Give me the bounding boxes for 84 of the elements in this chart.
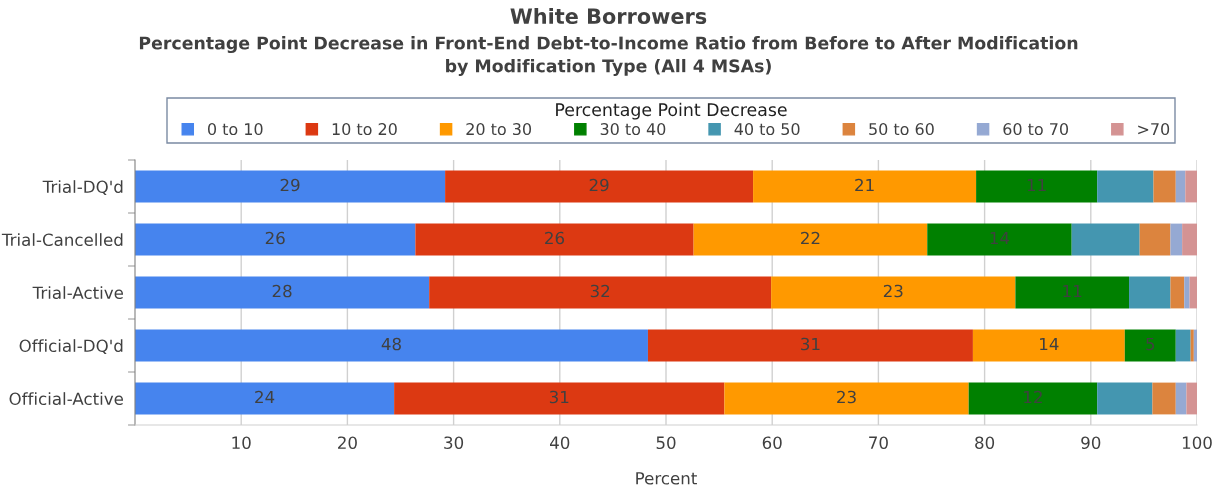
legend-label: 20 to 30 [466,123,532,136]
y-tick-label: Trial-DQ'd [42,180,123,195]
data-label: 21 [855,178,874,192]
bar [1152,382,1176,415]
bar [1185,170,1197,203]
data-label: 28 [272,284,292,298]
bar [1097,170,1154,203]
legend-label: >70 [1138,123,1170,136]
x-tick-label: 80 [975,436,995,450]
x-tick-label: 40 [550,436,570,450]
bar [1129,276,1171,309]
data-label: 26 [265,231,285,245]
bar [135,276,430,309]
legend-label: 50 to 60 [869,123,934,136]
data-label: 26 [545,231,565,245]
data-label: 29 [280,178,300,192]
bar [771,276,1016,309]
y-tick-label: Trial-Active [32,286,123,300]
x-tick-label: 70 [869,436,888,450]
y-tick-label: Official-Active [9,392,123,406]
legend-title: Percentage Point Decrease [556,102,787,120]
data-label: 24 [255,390,275,404]
bar [1015,276,1130,309]
bar [1139,223,1171,256]
bar [1071,223,1140,256]
bar [927,223,1072,256]
x-tick-label: 90 [1081,436,1101,450]
bar [1124,329,1176,362]
legend-label: 0 to 10 [207,123,263,136]
data-label: 48 [381,337,401,351]
data-label: 31 [801,337,820,351]
data-label: 12 [1024,390,1042,404]
bar [968,382,1098,415]
data-label: 5 [1146,337,1155,351]
data-label: 32 [590,284,610,298]
legend-label: 60 to 70 [1003,123,1069,136]
data-label: 29 [589,178,609,192]
bar [1170,223,1183,256]
bar [135,170,446,203]
bar [1153,170,1176,203]
data-label: 22 [801,231,820,245]
bar [1175,329,1191,362]
x-tick-label: 100 [1182,436,1212,450]
data-label: 23 [883,284,903,298]
x-tick-label: 30 [444,436,464,450]
bar [445,170,754,203]
legend-label: 10 to 20 [332,123,397,136]
x-tick-label: 10 [232,436,251,450]
y-tick-label: Official-DQ'd [19,339,123,354]
chart-subtitle: Percentage Point Decrease in Front-End Debt-to-Income Ratio from Before to After Modification by Modification Type (All 4 MSAs) [139,36,1078,76]
bar [1189,276,1197,309]
x-tick-label: 50 [656,436,676,450]
bar [753,170,977,203]
bar [647,329,973,362]
data-label: 14 [990,231,1010,245]
bar [135,223,416,256]
data-label: 11 [1063,284,1082,298]
bar [1170,276,1185,309]
bar [415,223,694,256]
bar [135,329,648,362]
bar [1097,382,1153,415]
bar [135,382,395,415]
x-tick-label: 20 [338,436,357,450]
chart-title: White Borrowers [510,7,707,25]
bar [976,170,1098,203]
legend-label: 40 to 50 [734,123,800,136]
data-label: 11 [1027,178,1046,192]
data-label: 14 [1040,337,1059,351]
bar [1184,276,1190,309]
bar [1175,170,1186,203]
y-tick-label: Trial-Cancelled [1,233,123,247]
bar [394,382,725,415]
legend-label: 30 to 40 [600,123,666,136]
x-tick-label: 60 [762,436,782,450]
data-label: 31 [549,390,569,404]
x-axis-title: Percent [636,472,697,485]
bar [1186,382,1197,415]
bar [1182,223,1197,256]
bar [693,223,928,256]
bar [972,329,1125,362]
data-label: 23 [837,390,856,404]
bar [1175,382,1187,415]
bar [429,276,772,309]
bar [724,382,969,415]
